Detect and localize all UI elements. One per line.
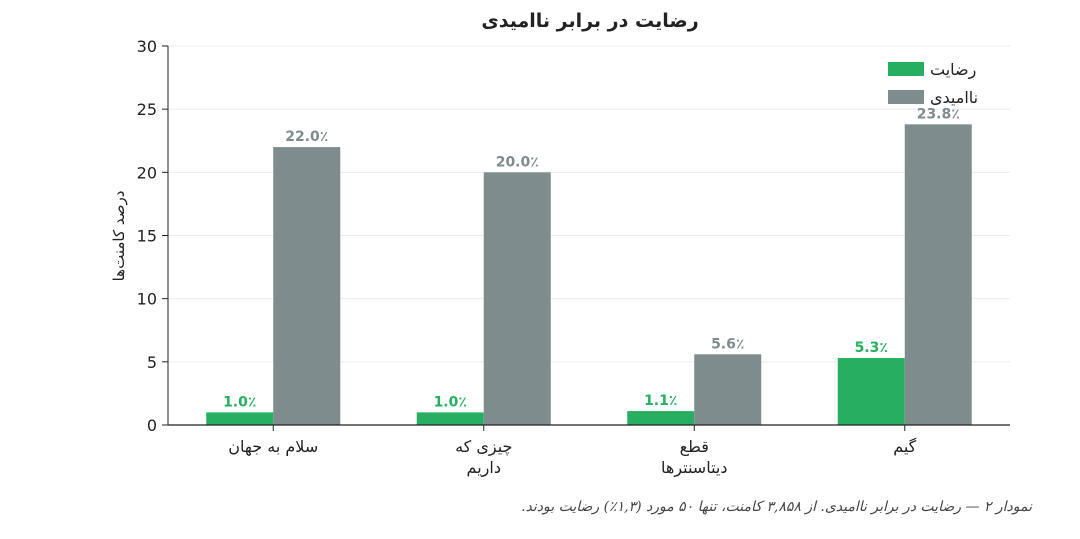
x-tick-label: چیزی که [455,437,512,457]
y-axis-label: درصد کامنت‌ها [110,191,128,282]
legend-swatch [888,62,924,76]
bar-frustration [483,172,551,425]
data-label: 1.1٪ [644,393,677,409]
y-tick-label: 15 [137,227,157,246]
chart-title: رضایت در برابر ناامیدی [481,10,698,32]
x-tick-label: گیم [893,437,916,456]
x-tick-label: قطع [680,437,709,457]
satisfaction-vs-frustration-chart: رضایت در برابر ناامیدی درصد کامنت‌ها 1.0… [110,10,1010,478]
legend: رضایت ناامیدی [888,60,978,107]
figure-caption: نمودار ۲ — رضایت در برابر ناامیدی. از ۳,… [521,499,1032,515]
x-tick-label: سلام به جهان [228,437,318,457]
x-tick-label: داریم [467,458,501,478]
y-tick-label: 0 [147,416,157,435]
data-label: 1.0٪ [223,394,256,410]
x-tick-label: دیتاسنترها [661,458,727,478]
data-label: 22.0٪ [285,129,328,145]
y-tick-label: 25 [137,100,157,119]
data-label: 5.6٪ [711,336,744,352]
legend-label: ناامیدی [930,88,978,107]
bar-satisfaction [627,411,695,425]
data-label: 20.0٪ [496,154,539,170]
y-tick-label: 20 [137,163,157,182]
bar-frustration [904,124,972,426]
bar-satisfaction [206,412,274,425]
legend-label: رضایت [930,60,976,80]
bar-satisfaction [837,358,905,425]
data-label: 1.0٪ [434,394,467,410]
y-tick-label: 5 [147,353,157,372]
data-label: 5.3٪ [855,340,888,356]
bar-satisfaction [416,412,484,425]
bars: 1.0٪ 22.0٪ 1.0٪ 20.0٪ 1.1٪ 5.6٪ 5.3٪ 23.8٪ [206,106,972,426]
legend-swatch [888,90,924,104]
data-label: 23.8٪ [917,106,960,122]
bar-frustration [273,147,341,426]
bar-frustration [694,354,762,425]
y-tick-label: 10 [137,290,157,309]
y-tick-label: 30 [137,37,157,56]
